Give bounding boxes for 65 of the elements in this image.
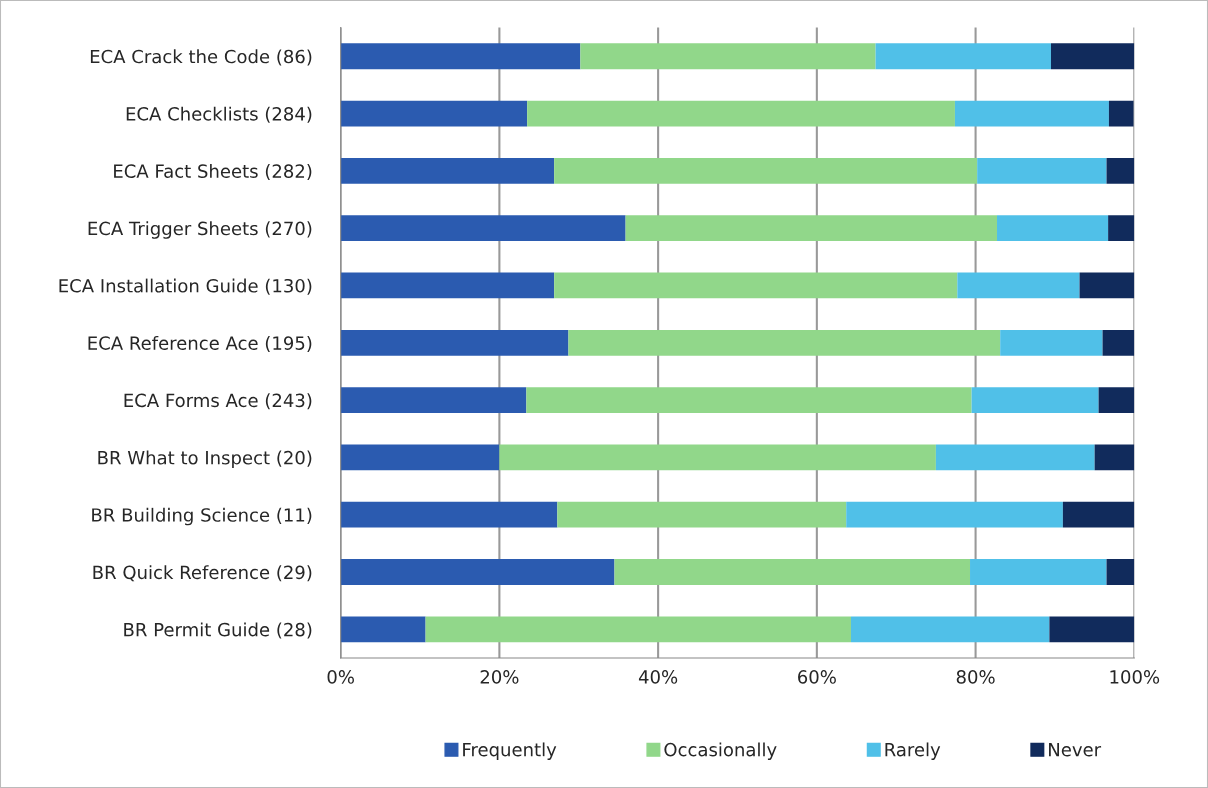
y-tick-label: ECA Installation Guide (130) — [59, 278, 312, 295]
bar — [340, 100, 528, 127]
y-tick-label: ECA Fact Sheets (282) — [114, 163, 312, 181]
bar — [1108, 215, 1135, 242]
bar — [557, 501, 847, 528]
bar — [1106, 157, 1135, 184]
y-tick-label: ECA Trigger Sheets (270) — [88, 221, 312, 239]
bar — [1098, 387, 1135, 413]
bar — [499, 444, 936, 471]
x-tick-label: 60% — [798, 670, 836, 684]
bar — [935, 444, 1095, 471]
x-tick-label: 40% — [638, 670, 678, 684]
x-tick-label: 20% — [480, 670, 519, 684]
bar — [340, 559, 615, 585]
bar — [954, 100, 1109, 127]
bar — [340, 329, 569, 356]
bar — [957, 272, 1080, 299]
bar — [1102, 329, 1135, 356]
bar — [614, 559, 971, 585]
bar — [340, 43, 581, 70]
bar — [526, 387, 972, 413]
y-tick-label: ECA Checklists (284) — [126, 106, 312, 123]
bar — [1049, 616, 1135, 643]
bar — [977, 157, 1107, 184]
x-tick-label: 100% — [1110, 670, 1160, 684]
bar — [850, 616, 1050, 643]
bar — [1094, 444, 1135, 471]
bar — [340, 157, 555, 184]
x-tick-label: 0% — [327, 670, 354, 684]
bar — [340, 616, 426, 643]
legend-label: Frequently — [463, 742, 557, 760]
bar — [1000, 329, 1103, 356]
legend-label: Rarely — [885, 742, 941, 760]
bar — [875, 43, 1051, 70]
bar — [1050, 43, 1135, 70]
y-tick-label: BR What to Inspect (20) — [98, 450, 312, 469]
y-tick-label: ECA Reference Ace (195) — [88, 335, 312, 353]
bar — [1062, 501, 1135, 528]
bar — [971, 387, 1099, 413]
legend-label: Occasionally — [664, 742, 777, 760]
bar — [340, 444, 500, 471]
x-tick-label: 80% — [956, 670, 995, 684]
bar — [846, 501, 1063, 528]
bar — [340, 387, 527, 413]
bar — [340, 501, 558, 528]
legend-label: Never — [1049, 743, 1102, 757]
bar — [340, 215, 626, 242]
y-tick-label: BR Quick Reference (29) — [93, 565, 312, 582]
y-tick-label: ECA Forms Ace (243) — [124, 393, 312, 410]
bar — [625, 215, 998, 242]
bar — [554, 272, 958, 299]
bar — [1079, 272, 1135, 299]
bar — [527, 100, 955, 127]
bar — [997, 215, 1109, 242]
bar — [554, 157, 978, 184]
bar — [1106, 559, 1135, 585]
y-tick-label: BR Permit Guide (28) — [124, 622, 312, 639]
bar — [340, 272, 555, 299]
bar — [970, 559, 1107, 585]
bar — [1108, 100, 1134, 127]
y-tick-label: BR Building Science (11) — [92, 507, 312, 526]
bar — [568, 329, 1001, 356]
bar — [425, 616, 851, 643]
bar — [580, 43, 876, 70]
y-tick-label: ECA Crack the Code (86) — [90, 49, 312, 66]
